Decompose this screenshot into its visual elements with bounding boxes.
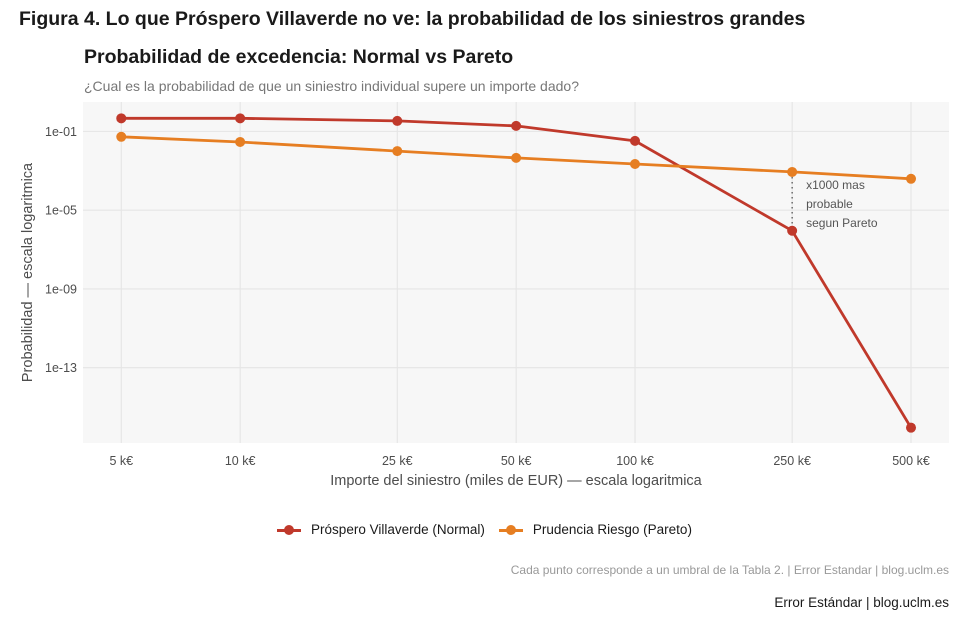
x-tick-label: 10 k€ — [225, 454, 256, 468]
data-point-normal — [906, 422, 917, 433]
annotation-text: x1000 mas — [806, 178, 865, 192]
y-axis-title: Probabilidad — escala logaritmica — [20, 162, 36, 382]
y-tick-label: 1e-09 — [45, 282, 77, 296]
legend-item-pareto[interactable]: Prudencia Riesgo (Pareto) — [498, 522, 692, 537]
legend-item-normal[interactable]: Próspero Villaverde (Normal) — [277, 522, 485, 537]
legend-label-normal: Próspero Villaverde (Normal) — [311, 522, 485, 537]
x-axis-title: Importe del siniestro (miles de EUR) — e… — [330, 473, 702, 489]
data-point-normal — [116, 113, 127, 124]
x-tick-label: 50 k€ — [501, 454, 532, 468]
x-tick-label: 250 k€ — [773, 454, 811, 468]
x-tick-label: 5 k€ — [109, 454, 133, 468]
data-point-pareto — [906, 173, 917, 184]
data-point-normal — [630, 135, 641, 146]
y-tick-label: 1e-05 — [45, 204, 77, 218]
x-tick-label: 500 k€ — [892, 454, 930, 468]
chart-title: Probabilidad de excedencia: Normal vs Pa… — [84, 46, 514, 68]
data-point-pareto — [392, 146, 403, 157]
legend-key-pareto — [498, 524, 523, 536]
data-point-pareto — [235, 136, 246, 147]
x-tick-label: 100 k€ — [616, 454, 654, 468]
x-tick-label: 25 k€ — [382, 454, 413, 468]
data-point-normal — [511, 120, 522, 131]
legend-key-normal — [277, 524, 302, 536]
credit: Error Estándar | blog.uclm.es — [774, 595, 949, 610]
series-group — [116, 113, 917, 433]
data-point-pareto — [787, 166, 798, 177]
annotation-text: segun Pareto — [806, 216, 878, 230]
annotation-text: probable — [806, 197, 853, 211]
data-point-normal — [787, 225, 798, 236]
data-point-pareto — [116, 131, 127, 142]
legend-point — [284, 524, 295, 535]
legend-point — [505, 524, 516, 535]
data-point-normal — [392, 115, 403, 126]
caption: Cada punto corresponde a un umbral de la… — [510, 563, 949, 577]
y-tick-label: 1e-13 — [45, 361, 77, 375]
y-tick-label: 1e-01 — [45, 125, 77, 139]
data-point-normal — [235, 113, 246, 124]
chart-subtitle: ¿Cual es la probabilidad de que un sinie… — [84, 78, 579, 94]
x-axis-ticks: 5 k€ 10 k€ 25 k€ 50 k€ 100 k€ 250 k€ 500 k€ — [109, 454, 929, 468]
annotation: x1000 mas probable segun Pareto — [791, 171, 878, 231]
legend-label-pareto: Prudencia Riesgo (Pareto) — [532, 522, 692, 537]
legend: Próspero Villaverde (Normal) Prudencia R… — [0, 522, 969, 537]
y-axis-ticks: 1e-01 1e-05 1e-09 1e-13 — [45, 125, 77, 375]
figure-title: Figura 4. Lo que Próspero Villaverde no … — [19, 8, 806, 30]
data-point-pareto — [630, 159, 641, 170]
data-point-pareto — [511, 152, 522, 163]
